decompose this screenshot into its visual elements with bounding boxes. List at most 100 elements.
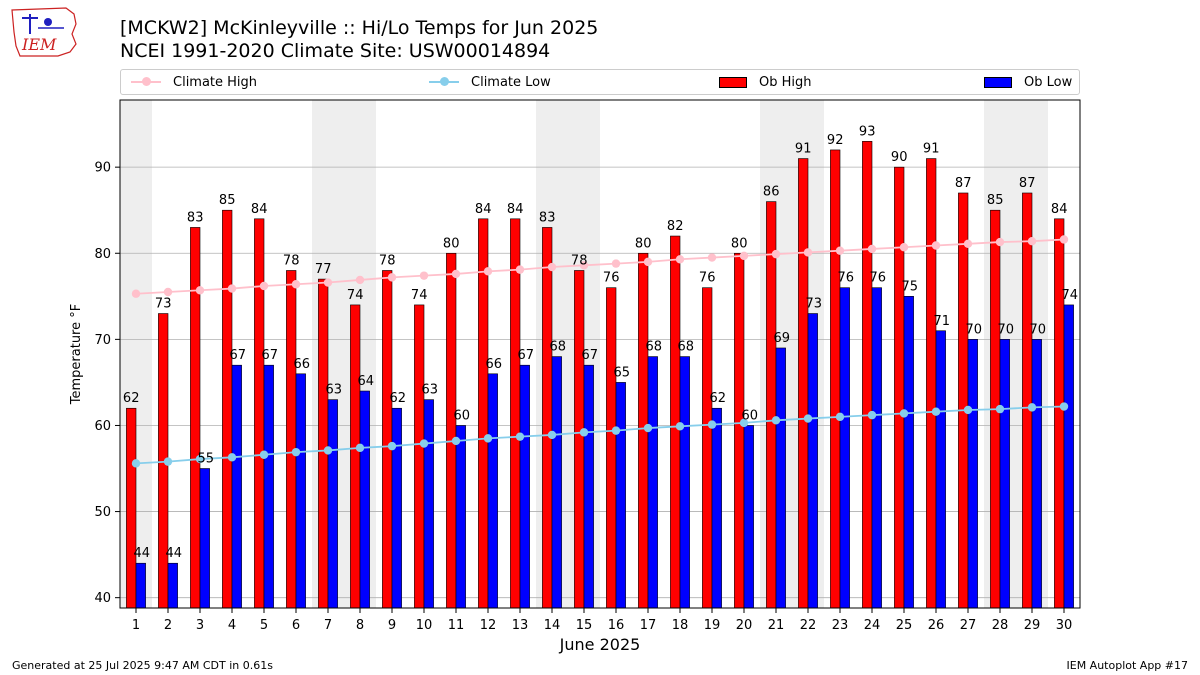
ob-high-label: 86 (763, 185, 780, 200)
ob-low-bar (551, 356, 562, 609)
ob-low-bar (391, 407, 402, 609)
ob-low-bar (295, 373, 306, 609)
ob-high-bar (958, 192, 969, 609)
ob-low-label: 60 (454, 408, 471, 423)
climate-low-point (131, 459, 141, 468)
ob-low-label: 73 (806, 297, 823, 312)
ob-high-label: 76 (603, 271, 620, 286)
ob-low-bar (871, 287, 882, 609)
climate-low-point (835, 412, 845, 422)
chart-title: [MCKW2] McKinleyville :: Hi/Lo Temps for… (120, 17, 599, 39)
x-tick-label: 17 (640, 618, 657, 633)
ob-high-bar (1022, 192, 1033, 609)
ob-low-label: 70 (1030, 322, 1047, 337)
climate-high-point (579, 261, 589, 270)
ob-low-bar (231, 364, 242, 609)
legend-label: Ob Low (1024, 74, 1073, 90)
climate-low-point (899, 409, 909, 418)
climate-high-point (995, 237, 1005, 247)
legend-label: Ob High (759, 74, 812, 90)
y-tick-label: 50 (94, 505, 111, 520)
climate-high-point (707, 253, 717, 262)
climate-low-point (931, 407, 941, 416)
climate-low-point (771, 416, 781, 425)
x-axis-label: June 2025 (559, 635, 641, 654)
ob-low-bar (999, 339, 1010, 609)
climate-low-point (675, 422, 685, 431)
ob-low-label: 64 (358, 374, 375, 389)
ob-high-label: 84 (1051, 202, 1068, 217)
ob-high-bar (702, 287, 713, 609)
climate-low-point (227, 453, 237, 462)
ob-high-label: 91 (923, 142, 940, 157)
climate-low-point (547, 430, 557, 440)
x-tick-label: 11 (448, 618, 465, 633)
x-tick-label: 7 (324, 618, 332, 633)
ob-low-bar (1063, 304, 1074, 609)
logo-text: IEM (21, 35, 57, 54)
ob-high-label: 87 (955, 176, 972, 191)
ob-low-bar (743, 425, 754, 609)
y-tick-label: 70 (94, 333, 111, 348)
climate-high-point (387, 273, 397, 282)
ob-low-label: 69 (774, 331, 791, 346)
ob-high-label: 73 (155, 297, 172, 312)
ob-high-label: 87 (1019, 176, 1036, 191)
y-tick-label: 80 (94, 247, 111, 262)
ob-high-bar (574, 270, 585, 609)
ob-low-bar (711, 407, 722, 609)
climate-high-point (195, 286, 205, 295)
climate-high-point (963, 239, 973, 248)
climate-low-point (515, 432, 525, 441)
climate-low-point (195, 454, 205, 464)
legend-climate-high: Climate High (131, 70, 257, 94)
ob-low-label: 76 (838, 271, 855, 286)
ob-high-bar (542, 227, 553, 609)
climate-high-point (739, 251, 749, 261)
ob-high-bar (606, 287, 617, 609)
ob-high-label: 85 (987, 193, 1004, 208)
climate-high-point (931, 241, 941, 250)
ob-high-bar (254, 218, 265, 609)
x-tick-label: 26 (928, 618, 945, 633)
legend-label: Climate Low (471, 74, 551, 90)
x-tick-label: 5 (260, 618, 268, 633)
climate-high-point (643, 257, 653, 267)
ob-high-label: 78 (571, 253, 588, 268)
x-tick-label: 9 (388, 618, 396, 633)
ob-low-bar (199, 468, 210, 609)
ob-low-label: 62 (710, 391, 727, 406)
ob-low-bar (935, 330, 946, 609)
y-axis-label: Temperature °F (69, 304, 84, 405)
ob-low-bar (679, 356, 690, 609)
ob-high-label: 62 (123, 391, 140, 406)
x-tick-label: 8 (356, 618, 364, 633)
ob-low-bar (423, 399, 434, 609)
ob-low-bar (775, 347, 786, 609)
ob-low-bar (263, 364, 274, 609)
x-tick-label: 23 (832, 618, 849, 633)
ob-low-label: 65 (614, 365, 631, 380)
y-tick-label: 40 (94, 591, 111, 606)
climate-low-point (483, 434, 493, 443)
climate-high-point (771, 249, 781, 259)
climate-high-point (227, 284, 237, 293)
climate-high-point (131, 289, 141, 298)
ob-low-label: 62 (390, 391, 407, 406)
ob-low-label: 75 (902, 279, 919, 294)
ob-high-label: 77 (315, 262, 332, 277)
ob-low-bar (135, 562, 146, 609)
app-footer: IEM Autoplot App #17 (1066, 659, 1189, 672)
ob-high-bar (670, 235, 681, 609)
ob-high-bar (894, 166, 905, 609)
climate-high-point (803, 248, 813, 257)
climate-high-point (163, 287, 173, 297)
ob-high-label: 74 (347, 288, 364, 303)
climate-high-line (135, 238, 1065, 295)
ob-high-label: 78 (379, 253, 396, 268)
ob-low-bar (1031, 339, 1042, 609)
x-tick-label: 6 (292, 618, 300, 633)
climate-low-point (995, 404, 1005, 414)
ob-low-bar (967, 339, 978, 609)
